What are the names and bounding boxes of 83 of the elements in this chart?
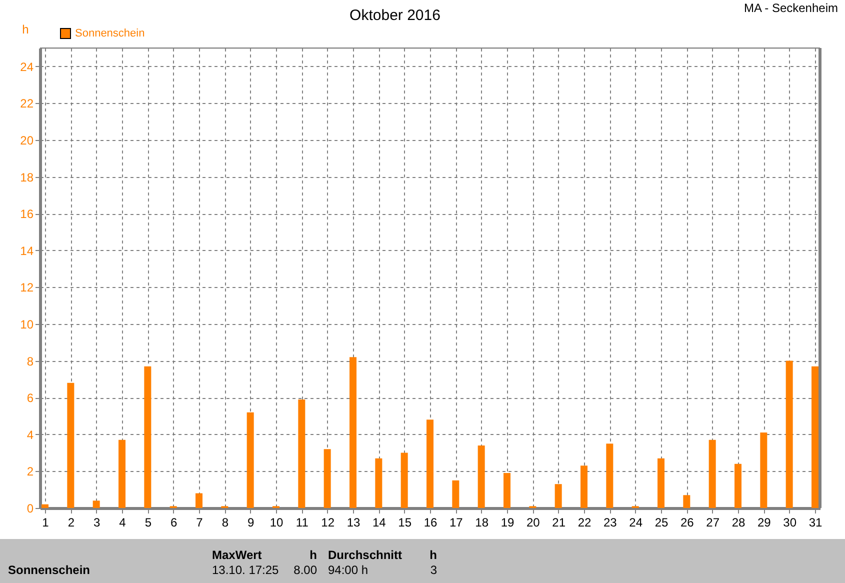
text: Sonnenschein xyxy=(8,563,90,577)
text: h xyxy=(310,548,317,562)
y-tick-label: 16 xyxy=(20,207,34,222)
y-tick-label: 12 xyxy=(20,280,34,295)
x-tick-label: 25 xyxy=(654,516,668,530)
x-tick-label: 19 xyxy=(500,516,514,530)
legend-label: Sonnenschein xyxy=(75,28,145,40)
y-tick-label: 20 xyxy=(20,134,34,148)
text: MA - Seckenheim xyxy=(744,1,838,15)
bar xyxy=(683,495,690,508)
y-tick-label: 24 xyxy=(20,60,34,74)
x-tick-label: 11 xyxy=(296,516,309,530)
x-tick-label: 3 xyxy=(93,516,100,530)
bar xyxy=(708,440,716,508)
bar xyxy=(196,493,202,508)
bar xyxy=(92,500,100,508)
bar xyxy=(246,412,254,508)
bar xyxy=(324,449,331,508)
bar xyxy=(580,466,588,508)
y-tick-label: 8 xyxy=(26,354,34,368)
bar xyxy=(734,464,742,508)
bar xyxy=(350,357,356,508)
x-tick-label: 27 xyxy=(706,516,720,530)
x-tick-label: 31 xyxy=(808,516,822,530)
bar xyxy=(426,420,434,508)
bar xyxy=(144,366,152,508)
bar xyxy=(375,458,382,508)
y-tick-label: 0 xyxy=(26,502,34,516)
x-tick-label: 7 xyxy=(196,516,204,530)
x-tick-label: 17 xyxy=(449,516,464,530)
x-tick-label: 26 xyxy=(680,516,694,530)
x-tick-label: 28 xyxy=(732,516,746,530)
text: 94:00 h xyxy=(328,563,368,577)
x-tick-label: 24 xyxy=(629,516,643,530)
chart-title: Oktober 2016 xyxy=(350,7,440,24)
bar xyxy=(118,440,126,508)
x-tick-label: 10 xyxy=(270,516,284,530)
x-tick-label: 12 xyxy=(321,516,335,530)
text: Durchschnitt xyxy=(328,548,402,562)
x-tick-label: 20 xyxy=(526,516,540,530)
x-tick-label: 23 xyxy=(603,516,618,530)
y-tick-label: 14 xyxy=(20,244,34,258)
y-tick-label: 2 xyxy=(26,464,34,479)
bar xyxy=(554,484,562,508)
bar xyxy=(786,360,793,508)
x-tick-label: 22 xyxy=(578,516,592,530)
text: 13.10. 17:25 xyxy=(212,563,280,577)
text: 8.00 xyxy=(294,563,318,577)
x-tick-label: 15 xyxy=(398,516,412,530)
x-tick-label: 30 xyxy=(783,516,797,530)
bar xyxy=(452,480,460,508)
x-tick-label: 21 xyxy=(552,516,566,530)
bar xyxy=(67,382,74,508)
x-tick-label: 4 xyxy=(119,516,126,530)
bar xyxy=(42,504,48,508)
x-tick-label: 6 xyxy=(170,516,178,530)
x-tick-label: 13 xyxy=(346,516,360,530)
bar xyxy=(298,399,306,508)
text: 3 xyxy=(430,563,438,577)
y-tick-label: 6 xyxy=(26,391,34,406)
x-tick-label: 8 xyxy=(222,516,229,530)
x-tick-label: 2 xyxy=(68,516,75,530)
x-tick-label: 1 xyxy=(42,516,50,530)
x-tick-label: 9 xyxy=(247,516,254,530)
y-tick-label: 22 xyxy=(20,96,34,111)
x-tick-label: 29 xyxy=(757,516,772,530)
text: MaxWert xyxy=(212,548,262,562)
y-tick-label: 18 xyxy=(20,170,34,184)
bar xyxy=(478,445,485,508)
y-tick-label: 10 xyxy=(20,318,34,332)
x-tick-label: 5 xyxy=(144,516,152,530)
bar xyxy=(400,452,408,508)
text: h xyxy=(430,548,437,562)
bar xyxy=(606,444,614,508)
x-tick-label: 18 xyxy=(475,516,489,530)
x-tick-label: 14 xyxy=(372,516,386,530)
bar xyxy=(658,458,664,508)
x-tick-label: 16 xyxy=(424,516,438,530)
bar xyxy=(504,473,510,508)
bar xyxy=(812,366,818,508)
y-tick-label: 4 xyxy=(26,428,34,442)
y-axis-title: h xyxy=(22,22,29,36)
bar xyxy=(760,432,768,508)
